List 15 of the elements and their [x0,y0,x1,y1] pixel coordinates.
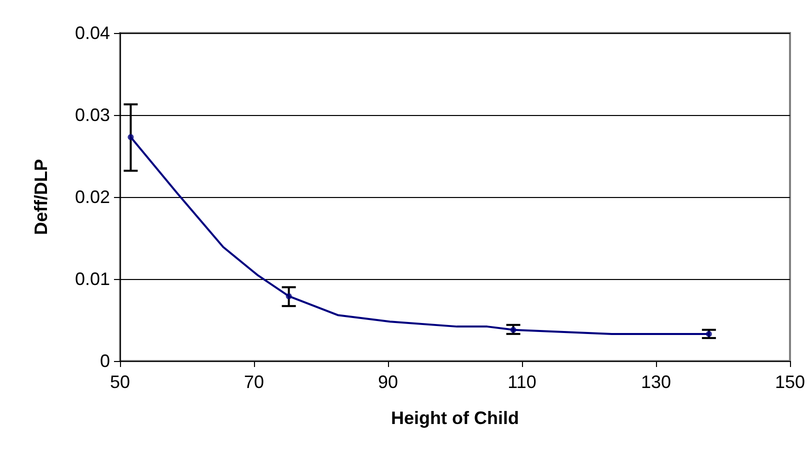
x-tick-label: 150 [774,372,806,392]
y-tick-label: 0.01 [74,269,110,289]
y-tick-label: 0.04 [74,23,110,43]
y-tick-label: 0.03 [74,105,110,125]
y-axis-title: Deff/DLP [31,159,51,235]
x-tick-label: 90 [378,372,398,392]
point [128,134,134,140]
point [286,293,292,300]
y-tick-label: 0.02 [74,187,110,207]
x-tick-label: 70 [244,372,264,392]
y-tick-label: 0 [100,351,110,371]
x-tick-label: 50 [110,372,130,392]
x-axis-title: Height of Child [391,408,519,428]
x-tick-label: 110 [508,372,536,392]
x-tick-label: 130 [640,372,672,392]
